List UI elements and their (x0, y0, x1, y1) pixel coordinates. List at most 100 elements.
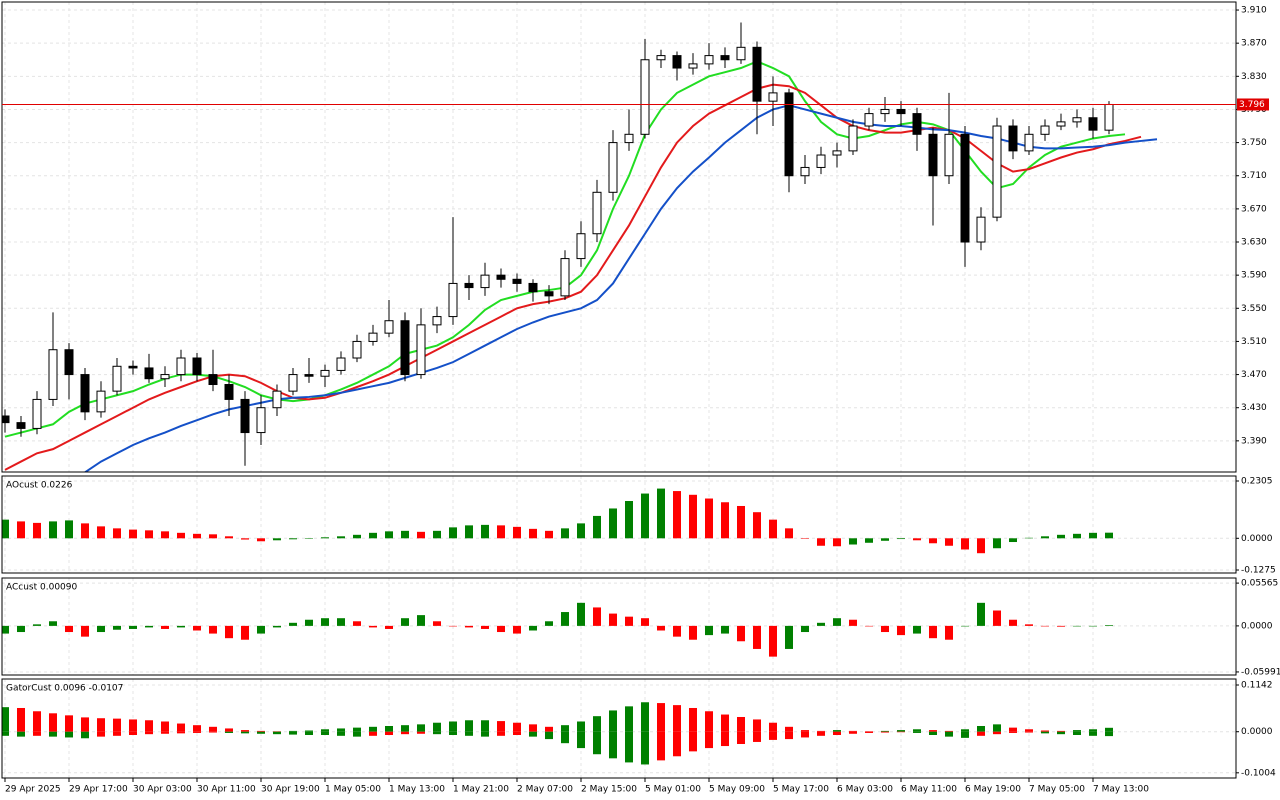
histogram-bar (417, 724, 425, 732)
candle-body (800, 166, 810, 177)
histogram-bar (497, 525, 505, 539)
y-tick-label: 0.05565 (1241, 579, 1278, 589)
histogram-bar (433, 731, 441, 735)
candle-body (752, 46, 762, 102)
candle-body (272, 390, 282, 409)
histogram-bar (545, 530, 553, 539)
histogram-bar (209, 625, 217, 634)
histogram-bar (449, 625, 457, 627)
histogram-bar (625, 616, 633, 626)
histogram-bar (513, 722, 521, 732)
histogram-bar (497, 721, 505, 732)
histogram-bar (945, 731, 953, 737)
x-tick-label: 1 May 13:00 (389, 785, 445, 795)
histogram-bar (257, 625, 265, 634)
histogram-bar (865, 731, 873, 732)
histogram-bar (817, 730, 825, 732)
histogram-bar (721, 714, 729, 732)
histogram-bar (929, 538, 937, 544)
candle-body (624, 133, 634, 144)
histogram-bar (321, 731, 329, 735)
histogram-bar (385, 625, 393, 629)
histogram-bar (1073, 730, 1081, 732)
histogram-bar (1057, 625, 1065, 627)
histogram-bar (193, 625, 201, 631)
histogram-bar (689, 707, 697, 732)
histogram-bar (177, 532, 185, 539)
histogram-bar (465, 720, 473, 732)
histogram-bar (257, 730, 265, 732)
histogram-bar (497, 731, 505, 736)
pane-border (1, 577, 1237, 676)
histogram-bar (593, 515, 601, 539)
histogram-bar (945, 538, 953, 546)
y-tick-label: 3.630 (1241, 238, 1267, 248)
candle-body (816, 154, 826, 168)
histogram-bar (49, 521, 57, 539)
histogram-bar (2, 731, 9, 736)
candle-body (288, 374, 298, 392)
histogram-bar (849, 730, 857, 732)
y-tick-label: 3.710 (1241, 171, 1267, 181)
histogram-bar (113, 528, 121, 539)
histogram-bar (337, 536, 345, 539)
histogram-bar (1009, 731, 1017, 733)
histogram-bar (1105, 625, 1113, 626)
candle-body (608, 142, 618, 193)
histogram-bar (865, 731, 873, 733)
candle-body (448, 282, 458, 318)
candle-body (864, 113, 874, 127)
histogram-bar (641, 618, 649, 626)
histogram-bar (1025, 729, 1033, 732)
histogram-bar (929, 625, 937, 639)
x-tick-label: 7 May 13:00 (1093, 785, 1149, 795)
histogram-bar (577, 721, 585, 732)
pane-title: GatorCust 0.0096 -0.0107 (6, 684, 123, 694)
x-tick-label: 1 May 21:00 (453, 785, 509, 795)
candle-body (560, 258, 570, 297)
histogram-bar (177, 731, 185, 734)
candle-body (992, 125, 1002, 218)
histogram-bar (913, 731, 921, 733)
histogram-bar (961, 731, 969, 738)
histogram-bar (129, 529, 137, 539)
histogram-bar (545, 621, 553, 626)
pane-title: ACcust 0.00090 (6, 583, 78, 593)
histogram-bar (353, 534, 361, 539)
histogram-bar (305, 730, 313, 732)
histogram-bar (529, 731, 537, 737)
candle-body (464, 282, 474, 289)
y-tick-label: -0.1004 (1241, 768, 1276, 778)
histogram-bar (977, 602, 985, 626)
histogram-bar (577, 731, 585, 749)
histogram-bar (609, 508, 617, 539)
y-tick-label: 0.0000 (1241, 534, 1273, 544)
histogram-bar (625, 706, 633, 732)
histogram-bar (769, 625, 777, 657)
histogram-bar (881, 538, 889, 541)
x-tick-label: 2 May 07:00 (517, 785, 573, 795)
histogram-bar (897, 538, 905, 540)
histogram-bar (81, 523, 89, 539)
histogram-bar (321, 618, 329, 626)
histogram-bar (593, 716, 601, 732)
histogram-bar (273, 538, 281, 541)
histogram-bar (161, 625, 169, 629)
y-tick-label: 3.870 (1241, 39, 1267, 49)
candle-body (432, 316, 442, 326)
histogram-bar (529, 724, 537, 732)
histogram-bar (1041, 625, 1049, 627)
y-tick-label: 3.750 (1241, 138, 1267, 148)
candle-body (512, 278, 522, 284)
histogram-bar (97, 625, 105, 633)
histogram-bar (161, 531, 169, 539)
pane-title: AOcust 0.0226 (6, 481, 73, 491)
x-tick-label: 29 Apr 17:00 (69, 785, 128, 795)
histogram-bar (1041, 731, 1049, 734)
candle-body (160, 374, 170, 380)
histogram-bar (657, 703, 665, 732)
histogram-bar (145, 720, 153, 732)
histogram-bar (1073, 625, 1081, 627)
candle-body (912, 113, 922, 135)
pane-border (1, 678, 1237, 779)
